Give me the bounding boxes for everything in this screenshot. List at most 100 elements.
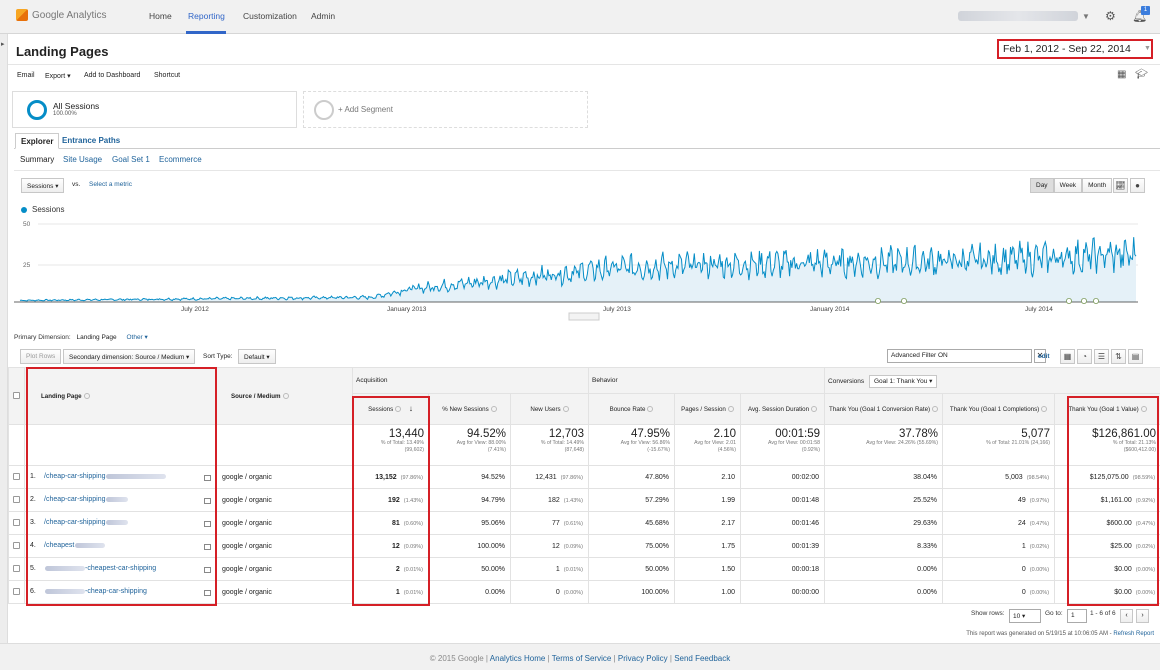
- footer-link-analytics-home[interactable]: Analytics Home: [489, 654, 546, 663]
- table-row[interactable]: 5. -cheapest-car-shipping google / organic…: [8, 557, 1160, 581]
- annotation-marker[interactable]: [1066, 298, 1073, 305]
- table-row[interactable]: 2. /cheap-car-shipping google / organic 192…: [8, 488, 1160, 512]
- new-users-header[interactable]: New Users: [510, 393, 589, 425]
- goal-completions-header[interactable]: Thank You (Goal 1 Completions): [942, 393, 1056, 425]
- bounce-rate-header[interactable]: Bounce Rate: [588, 393, 675, 425]
- date-range-picker[interactable]: Feb 1, 2012 - Sep 22, 2014: [997, 39, 1153, 59]
- landing-page-link[interactable]: /cheapest: [44, 542, 75, 549]
- goal-select[interactable]: Goal 1: Thank You ▾: [868, 374, 938, 388]
- chevron-down-icon[interactable]: ▼: [1082, 12, 1090, 21]
- open-in-new-window-icon[interactable]: [204, 475, 211, 481]
- subtab-summary[interactable]: Summary: [20, 155, 55, 164]
- period-week-button[interactable]: Week: [1053, 178, 1083, 193]
- row-checkbox[interactable]: [13, 541, 20, 549]
- gear-icon[interactable]: ⚙: [1105, 9, 1116, 23]
- help-icon[interactable]: [727, 405, 734, 412]
- open-in-new-window-icon[interactable]: [204, 498, 211, 504]
- add-to-dashboard-button[interactable]: Add to Dashboard: [84, 72, 141, 79]
- nav-home[interactable]: Home: [149, 11, 172, 21]
- email-button[interactable]: Email: [17, 72, 35, 79]
- period-month-button[interactable]: Month: [1082, 178, 1113, 193]
- landing-page-link[interactable]: -cheapest-car-shipping: [85, 565, 157, 572]
- row-checkbox[interactable]: [13, 564, 20, 572]
- help-icon[interactable]: [932, 405, 939, 412]
- help-icon[interactable]: [282, 392, 289, 399]
- help-icon[interactable]: [647, 405, 654, 412]
- goal-conversion-rate-header[interactable]: Thank You (Goal 1 Conversion Rate): [824, 393, 944, 425]
- help-icon[interactable]: [83, 392, 90, 399]
- chevron-down-icon[interactable]: ▼: [1144, 45, 1151, 52]
- primary-dimension-value[interactable]: Landing Page: [76, 334, 117, 341]
- other-dimension-link[interactable]: Other ▾: [126, 334, 148, 341]
- account-selector[interactable]: [958, 11, 1078, 21]
- landing-page-link[interactable]: /cheap-car-shipping: [44, 496, 106, 503]
- row-checkbox[interactable]: [13, 518, 20, 526]
- pages-per-session-header[interactable]: Pages / Session: [674, 393, 741, 425]
- help-icon[interactable]: [1140, 405, 1147, 412]
- select-all-checkbox[interactable]: [13, 391, 20, 399]
- goal-value-header[interactable]: Thank You (Goal 1 Value): [1054, 393, 1160, 425]
- help-icon[interactable]: [490, 405, 497, 412]
- landing-page-link[interactable]: /cheap-car-shipping: [44, 473, 106, 480]
- grid-pattern-icon[interactable]: ▦: [1117, 69, 1127, 80]
- show-rows-select[interactable]: 10 ▾: [1009, 609, 1041, 623]
- nav-reporting[interactable]: Reporting: [188, 11, 225, 21]
- secondary-dimension-select[interactable]: Secondary dimension: Source / Medium ▾: [63, 349, 196, 364]
- go-to-input[interactable]: 1: [1067, 609, 1087, 623]
- pivot-view-icon[interactable]: ▤: [1128, 349, 1143, 364]
- sidebar-toggle[interactable]: ▸: [0, 34, 8, 670]
- motion-chart-icon[interactable]: ●: [1130, 178, 1145, 193]
- help-icon[interactable]: [811, 405, 818, 412]
- nav-admin[interactable]: Admin: [311, 11, 336, 21]
- chart-resize-handle[interactable]: [568, 312, 600, 321]
- refresh-report-link[interactable]: Refresh Report: [1113, 631, 1154, 637]
- row-checkbox[interactable]: [13, 495, 20, 503]
- close-icon[interactable]: ✕: [1034, 349, 1046, 363]
- source-medium-header[interactable]: Source / Medium: [216, 367, 353, 425]
- subtab-site-usage[interactable]: Site Usage: [63, 155, 103, 164]
- table-row[interactable]: 3./cheap-car-shipping google / organic 81(…: [8, 511, 1160, 535]
- table-row[interactable]: 6. -cheap-car-shipping google / organic 1 (0…: [8, 580, 1160, 604]
- open-in-new-window-icon[interactable]: [204, 590, 211, 596]
- shortcut-button[interactable]: Shortcut: [154, 72, 181, 79]
- annotation-marker[interactable]: [875, 298, 882, 305]
- annotation-marker[interactable]: [1081, 298, 1088, 305]
- add-segment-button[interactable]: + Add Segment: [303, 91, 588, 128]
- advanced-filter-input[interactable]: Advanced Filter ON: [887, 349, 1032, 363]
- period-day-button[interactable]: Day: [1030, 178, 1054, 193]
- google-analytics-logo[interactable]: Google Analytics: [16, 9, 107, 21]
- subtab-ecommerce[interactable]: Ecommerce: [159, 155, 202, 164]
- landing-page-header[interactable]: Landing Page: [24, 367, 217, 425]
- comparison-view-icon[interactable]: ⇅: [1111, 349, 1126, 364]
- edit-filter-link[interactable]: edit: [1038, 353, 1050, 360]
- table-row[interactable]: 1. /cheap-car-shipping google / organic 13,…: [8, 465, 1160, 489]
- tab-explorer[interactable]: Explorer: [15, 133, 60, 149]
- table-view-icon[interactable]: ▦: [1060, 349, 1075, 364]
- open-in-new-window-icon[interactable]: [204, 544, 211, 550]
- footer-link-privacy[interactable]: Privacy Policy: [617, 654, 668, 663]
- graduation-cap-icon[interactable]: 🎓︎: [1135, 69, 1148, 80]
- pie-view-icon[interactable]: ◔: [1077, 349, 1092, 364]
- avg-session-duration-header[interactable]: Avg. Session Duration: [739, 393, 826, 425]
- landing-page-link[interactable]: -cheap-car-shipping: [85, 588, 147, 595]
- open-in-new-window-icon[interactable]: [204, 567, 211, 573]
- open-in-new-window-icon[interactable]: [204, 521, 211, 527]
- subtab-goal-set-1[interactable]: Goal Set 1: [112, 155, 150, 164]
- help-icon[interactable]: [1041, 405, 1048, 412]
- row-checkbox[interactable]: [13, 472, 20, 480]
- tab-entrance-paths[interactable]: Entrance Paths: [62, 136, 121, 145]
- table-row[interactable]: 4./cheapest google / organic 12 (0.09%) 100.…: [8, 534, 1160, 558]
- sort-type-select[interactable]: Default ▾: [238, 349, 276, 364]
- select-a-metric-link[interactable]: Select a metric: [89, 181, 132, 188]
- new-sessions-header[interactable]: % New Sessions: [428, 393, 511, 425]
- landing-page-link[interactable]: /cheap-car-shipping: [44, 519, 106, 526]
- metric-select[interactable]: Sessions ▾: [21, 178, 65, 193]
- sessions-chart[interactable]: 50 25 July 2012 January 2013 July 2013 J…: [14, 215, 1138, 325]
- segment-all-sessions[interactable]: All Sessions 100.00%: [12, 91, 297, 128]
- help-icon[interactable]: [562, 405, 569, 412]
- line-chart-icon[interactable]: 📈︎: [1113, 178, 1128, 193]
- previous-page-icon[interactable]: ‹: [1120, 609, 1133, 623]
- nav-customization[interactable]: Customization: [243, 11, 297, 21]
- annotation-markers[interactable]: [875, 298, 1100, 305]
- annotation-marker[interactable]: [1093, 298, 1100, 305]
